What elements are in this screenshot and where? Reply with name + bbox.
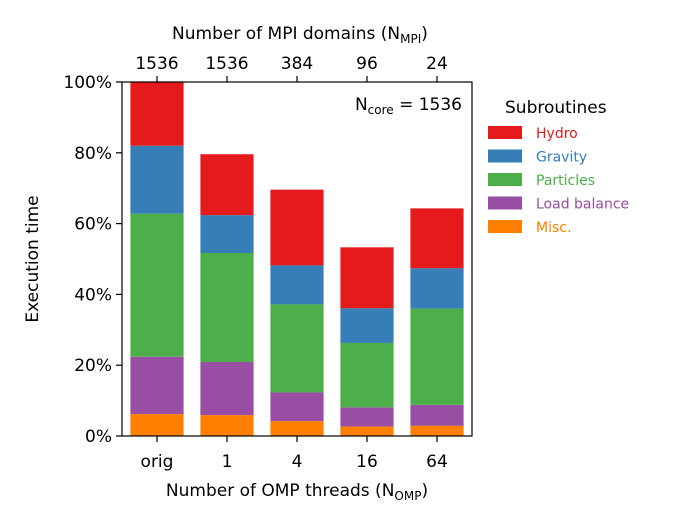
legend-swatch-misc- — [488, 220, 522, 233]
legend-swatch-load-balance — [488, 196, 522, 210]
core-count-annotation: Ncore = 1536 — [355, 95, 462, 117]
bar-segment-particles-64 — [410, 308, 464, 405]
bar-segment-hydro-64 — [410, 208, 464, 269]
bar-segment-hydro-orig — [130, 82, 184, 146]
legend-label-misc-: Misc. — [536, 220, 571, 236]
bar-segment-misc--4 — [270, 421, 324, 436]
legend-swatch-gravity — [488, 149, 522, 163]
y-tick-label: 80% — [74, 144, 112, 164]
bar-segment-particles-16 — [340, 342, 394, 408]
bar-segment-load-balance-4 — [270, 392, 324, 422]
bar-segment-gravity-16 — [340, 308, 394, 343]
bar-segment-misc--64 — [410, 425, 464, 436]
y-tick-label: 60% — [74, 215, 112, 235]
top-tick-label: 384 — [281, 54, 313, 74]
bars-layer — [130, 82, 464, 436]
legend-label-gravity: Gravity — [536, 150, 587, 166]
top-tick-label: 1536 — [205, 54, 248, 74]
bar-segment-load-balance-orig — [130, 356, 184, 415]
legend: Subroutines Hydro Gravity Particles Load ba… — [488, 98, 629, 236]
bar-segment-hydro-1 — [200, 154, 254, 216]
x-axis-label: Number of OMP threads (NOMP) — [166, 481, 428, 503]
bar-segment-hydro-16 — [340, 247, 394, 309]
bar-segment-misc--orig — [130, 414, 184, 436]
bar-segment-load-balance-16 — [340, 407, 394, 427]
bar-segment-gravity-orig — [130, 145, 184, 214]
top-tick-label: 1536 — [135, 54, 178, 74]
bar-segment-misc--16 — [340, 426, 394, 436]
legend-swatch-hydro — [488, 126, 522, 139]
legend-label-particles: Particles — [536, 173, 595, 189]
bar-segment-particles-4 — [270, 304, 324, 393]
bar-segment-gravity-4 — [270, 265, 324, 305]
legend-title: Subroutines — [505, 98, 607, 118]
bar-segment-particles-orig — [130, 213, 184, 357]
y-tick-label: 40% — [74, 285, 112, 305]
x-tick-label: orig — [141, 452, 174, 472]
x-tick-label: 1 — [222, 452, 233, 472]
bar-segment-load-balance-64 — [410, 404, 464, 426]
x-tick-label: 16 — [356, 452, 378, 472]
top-tick-label: 24 — [426, 54, 448, 74]
y-tick-label: 20% — [74, 356, 112, 376]
x-tick-label: 4 — [292, 452, 303, 472]
x-tick-label: 64 — [426, 452, 448, 472]
bar-segment-particles-1 — [200, 252, 254, 363]
bar-segment-load-balance-1 — [200, 362, 254, 416]
top-tick-label: 96 — [356, 54, 378, 74]
top-axis-label: Number of MPI domains (NMPI) — [172, 24, 428, 46]
ticks-layer: 0% 20% 40% 60% 80% 100% orig 1 4 16 64 1536 1536 384 9… — [63, 54, 447, 472]
y-axis-label: Execution time — [23, 195, 43, 322]
y-tick-label: 100% — [63, 73, 112, 93]
legend-label-load-balance: Load balance — [536, 197, 629, 213]
legend-label-hydro: Hydro — [536, 126, 578, 142]
bar-segment-gravity-64 — [410, 268, 464, 309]
bar-segment-hydro-4 — [270, 189, 324, 266]
bar-segment-misc--1 — [200, 415, 254, 436]
legend-swatch-particles — [488, 173, 522, 186]
bar-segment-gravity-1 — [200, 215, 254, 253]
y-tick-label: 0% — [85, 427, 112, 447]
